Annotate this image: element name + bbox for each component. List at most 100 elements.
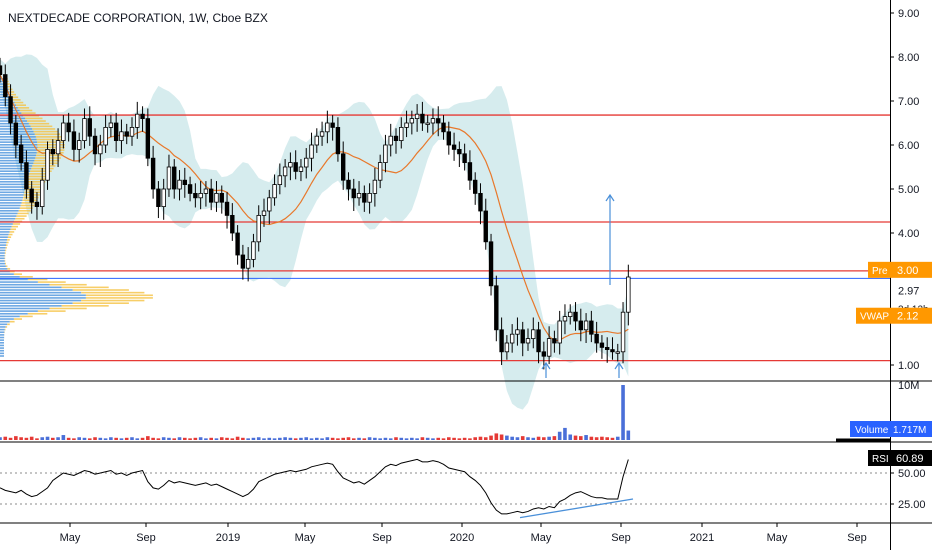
pre-badge-value: 3.00 bbox=[897, 265, 918, 277]
profile-bar-down bbox=[37, 139, 64, 141]
profile-bar-up bbox=[0, 181, 27, 183]
profile-bar-down bbox=[11, 94, 16, 96]
candle-up bbox=[415, 114, 419, 118]
profile-bar-up bbox=[0, 189, 25, 191]
current-price-label: 2.97 bbox=[898, 285, 919, 297]
volume-bar bbox=[0, 437, 2, 440]
volume-bar bbox=[484, 437, 488, 440]
profile-bar-down bbox=[25, 118, 42, 120]
candle-down bbox=[352, 189, 356, 198]
volume-bar bbox=[436, 438, 440, 440]
volume-bar bbox=[278, 438, 282, 440]
volume-bar bbox=[93, 437, 97, 440]
candle-up bbox=[410, 119, 414, 123]
volume-badge-label: Volume bbox=[855, 425, 889, 436]
candle-up bbox=[178, 180, 182, 189]
profile-bar-up bbox=[0, 218, 15, 220]
volume-bar bbox=[605, 437, 609, 440]
volume-bar bbox=[378, 438, 382, 440]
profile-bar-up bbox=[0, 147, 38, 149]
volume-bar bbox=[563, 428, 567, 440]
candle-down bbox=[452, 145, 456, 149]
volume-bar bbox=[236, 437, 240, 440]
volume-bar bbox=[241, 438, 245, 440]
volume-bar bbox=[99, 438, 103, 440]
profile-bar-down bbox=[28, 279, 48, 281]
profile-bar-up bbox=[0, 231, 10, 233]
profile-bar-up bbox=[0, 160, 34, 162]
candle-down bbox=[35, 202, 39, 206]
volume-bar bbox=[56, 437, 60, 440]
candle-down bbox=[611, 350, 615, 352]
candle-up bbox=[357, 193, 361, 197]
candle-up bbox=[389, 136, 393, 145]
volume-bar bbox=[521, 436, 525, 440]
candle-up bbox=[215, 193, 219, 202]
volume-bar bbox=[595, 437, 599, 440]
volume-bar bbox=[315, 438, 319, 440]
profile-bar-down bbox=[14, 273, 22, 275]
volume-bar bbox=[505, 436, 509, 440]
volume-bar bbox=[479, 437, 483, 440]
candle-up bbox=[130, 127, 134, 136]
candle-up bbox=[167, 167, 171, 189]
candle-up bbox=[516, 330, 520, 334]
volume-bar bbox=[167, 438, 171, 440]
volume-bar bbox=[579, 436, 583, 440]
profile-bar-down bbox=[6, 265, 8, 267]
volume-bar bbox=[30, 437, 34, 440]
profile-bar-down bbox=[18, 213, 29, 215]
profile-bar-up bbox=[0, 258, 5, 260]
candle-down bbox=[600, 343, 604, 347]
profile-bar-down bbox=[15, 218, 24, 220]
price-tick-label: 7.00 bbox=[898, 96, 919, 108]
candle-up bbox=[278, 176, 282, 185]
profile-bar-down bbox=[5, 252, 6, 254]
profile-bar-up bbox=[0, 347, 4, 349]
chart-title: NEXTDECADE CORPORATION, 1W, Cboe BZX bbox=[8, 11, 268, 25]
profile-bar-down bbox=[86, 294, 153, 296]
volume-bar bbox=[627, 431, 631, 440]
profile-bar-down bbox=[28, 313, 48, 315]
candle-down bbox=[495, 286, 499, 330]
volume-bar bbox=[125, 438, 129, 440]
candle-up bbox=[621, 312, 625, 352]
profile-bar-down bbox=[20, 207, 33, 209]
candle-up bbox=[162, 189, 166, 207]
candle-up bbox=[83, 119, 87, 141]
volume-bar bbox=[558, 432, 562, 440]
profile-bar-down bbox=[15, 102, 24, 104]
profile-bar-up bbox=[0, 316, 20, 318]
pre-badge-label: Pre bbox=[872, 266, 888, 277]
candle-down bbox=[125, 132, 129, 136]
candle-down bbox=[341, 154, 345, 180]
volume-bar bbox=[621, 385, 625, 440]
volume-bar bbox=[262, 438, 266, 440]
volume-bar bbox=[273, 438, 277, 440]
profile-bar-up bbox=[0, 194, 24, 196]
profile-bar-up bbox=[0, 276, 20, 278]
profile-bar-up bbox=[0, 236, 8, 238]
candle-down bbox=[605, 347, 609, 349]
price-tick-label: 9.00 bbox=[898, 8, 919, 20]
volume-bar bbox=[304, 437, 308, 440]
vwap-badge-label: VWAP bbox=[860, 312, 889, 323]
candle-down bbox=[473, 180, 477, 193]
profile-bar-up bbox=[0, 244, 6, 246]
profile-bar-up bbox=[0, 279, 28, 281]
profile-bar-down bbox=[5, 329, 6, 331]
profile-bar-down bbox=[28, 178, 47, 180]
profile-bar-down bbox=[13, 223, 20, 225]
candle-up bbox=[310, 145, 314, 158]
profile-bar-up bbox=[0, 355, 4, 357]
candle-up bbox=[109, 123, 113, 127]
volume-bar bbox=[83, 438, 87, 440]
candle-down bbox=[574, 312, 578, 321]
candle-down bbox=[141, 114, 145, 118]
profile-bar-down bbox=[81, 292, 144, 294]
candle-up bbox=[378, 163, 382, 181]
profile-bar-up bbox=[0, 228, 11, 230]
volume-bar bbox=[537, 437, 541, 440]
profile-bar-down bbox=[10, 231, 15, 233]
volume-bar bbox=[114, 438, 118, 440]
